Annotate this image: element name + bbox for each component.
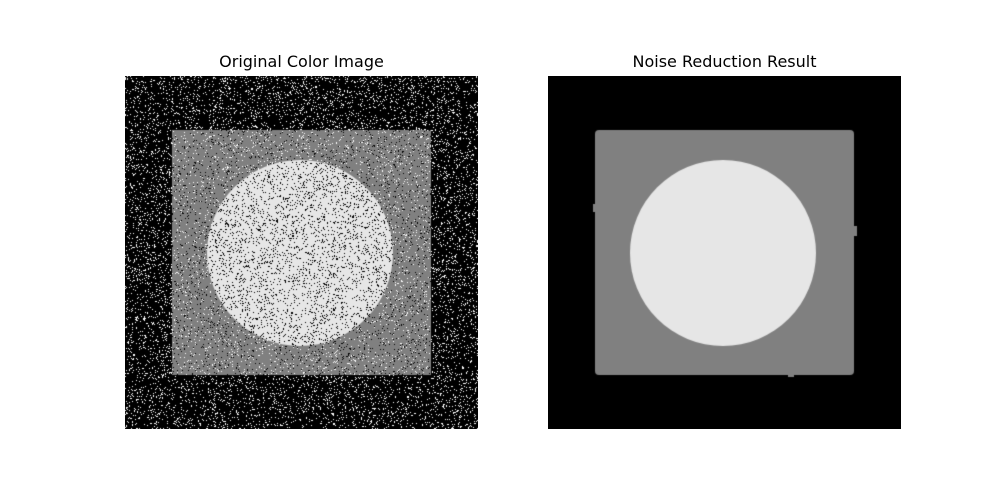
result-image-panel	[548, 76, 901, 429]
denoised-image-canvas	[548, 76, 901, 429]
original-image-title: Original Color Image	[125, 51, 478, 73]
result-image-title: Noise Reduction Result	[548, 51, 901, 73]
original-image-panel	[125, 76, 478, 429]
noisy-image-canvas	[125, 76, 478, 429]
